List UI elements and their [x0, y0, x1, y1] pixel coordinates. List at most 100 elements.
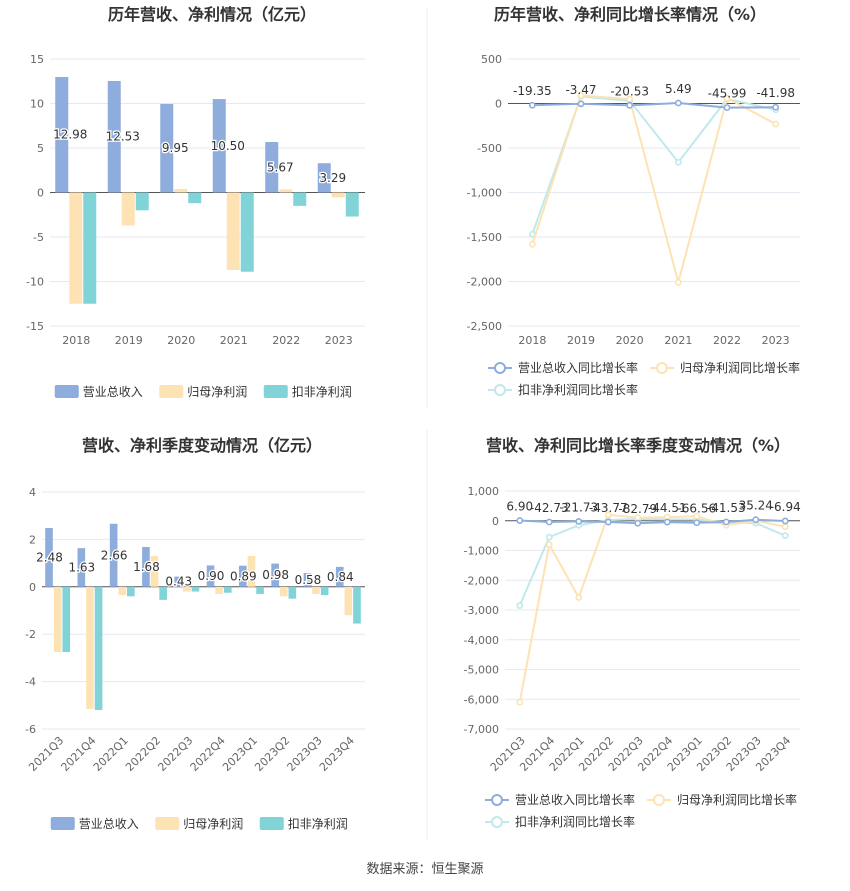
chart4-y-tick-label: 1,000	[468, 485, 500, 498]
chart4-point	[604, 511, 612, 519]
chart1-y-tick-label: -5	[33, 231, 44, 244]
chart2-y-tick-label: -500	[477, 142, 502, 155]
chart2-x-tick-label: 2020	[616, 334, 644, 347]
chart4-legend-marker	[491, 816, 503, 828]
chart2-legend-item[interactable]: 营业总收入同比增长率	[488, 360, 638, 375]
chart4-series-line	[519, 518, 786, 525]
chart3-legend-item[interactable]: 归母净利润	[155, 817, 243, 831]
chart1-legend-item[interactable]: 扣非净利润	[263, 385, 352, 399]
chart3-bar	[53, 586, 62, 652]
chart3-group: 营收、净利季度变动情况（亿元）-6-4-20242021Q32021Q42022…	[25, 436, 365, 831]
chart3-y-tick-label: -4	[25, 676, 36, 689]
chart3-x-tick-label: 2021Q4	[59, 734, 99, 774]
chart3-legend-item[interactable]: 营业总收入	[50, 817, 139, 831]
chart4-point	[693, 512, 701, 520]
chart2-y-tick-label: 0	[495, 98, 502, 111]
chart1-x-tick-label: 2023	[325, 334, 353, 347]
chart2-x-tick-label: 2019	[567, 334, 595, 347]
chart2-data-label: -45.99	[708, 87, 747, 101]
chart1-bar	[69, 192, 83, 304]
chart3-bar	[45, 528, 53, 587]
chart4-point	[693, 519, 701, 527]
chart3-bar	[206, 565, 215, 587]
chart4-legend-label: 营业总收入同比增长率	[515, 792, 635, 807]
chart3-y-tick-label: 2	[29, 533, 36, 546]
chart4-point	[575, 594, 583, 601]
chart4-point	[545, 518, 553, 526]
chart3-x-tick-label: 2023Q4	[317, 734, 357, 774]
chart4-y-tick-label: -4,000	[464, 634, 499, 647]
chart1-legend-item[interactable]: 归母净利润	[159, 385, 247, 399]
chart1-y-tick-label: 10	[30, 98, 44, 111]
chart4-point	[781, 523, 789, 531]
chart3-data-label: 0.89	[230, 569, 257, 583]
chart3-bar	[86, 586, 94, 709]
chart3-data-label: 0.43	[165, 575, 192, 589]
chart2-point	[528, 101, 536, 109]
chart1-y-tick-label: 15	[30, 53, 44, 66]
chart4-y-tick-label: -3,000	[464, 604, 499, 617]
chart4-point	[516, 602, 524, 609]
chart3-data-label: 1.68	[133, 560, 160, 574]
chart4-legend-item[interactable]: 归母净利润同比增长率	[647, 792, 797, 807]
chart4-legend-item[interactable]: 营业总收入同比增长率	[485, 792, 635, 807]
chart3-x-tick-label: 2022Q2	[123, 734, 163, 774]
chart1-legend-item[interactable]: 营业总收入	[54, 385, 143, 399]
chart3-x-tick-label: 2023Q1	[220, 734, 260, 774]
chart1-data-label: 5.67	[267, 160, 294, 174]
chart3-y-tick-label: -6	[25, 723, 36, 736]
chart3-bar	[271, 563, 279, 587]
chart4-point	[516, 517, 524, 524]
chart4-y-tick-label: -1,000	[464, 545, 499, 558]
chart2-point	[577, 92, 585, 99]
chart2-point	[528, 240, 536, 248]
chart3-bar	[312, 586, 320, 594]
chart4-point	[722, 518, 730, 526]
chart1-bar	[188, 192, 202, 204]
chart4-data-label: -41.53	[707, 501, 746, 515]
chart2-y-tick-label: -1,500	[467, 231, 502, 244]
chart4-data-label: -66.56	[677, 502, 716, 516]
chart4-data-label: 6.90	[506, 500, 533, 514]
chart1-bar	[279, 189, 293, 193]
chart1-y-tick-label: -10	[26, 276, 44, 289]
chart3-legend-item[interactable]: 扣非净利润	[259, 817, 348, 831]
chart3-data-label: 2.66	[101, 548, 128, 562]
chart3-title: 营收、净利季度变动情况（亿元）	[82, 436, 322, 455]
chart3-x-tick-label: 2022Q3	[155, 734, 195, 774]
chart3-y-tick-label: -2	[25, 628, 36, 641]
chart4-point	[752, 516, 760, 524]
chart1-x-tick-label: 2019	[115, 334, 143, 347]
chart2-point	[723, 104, 731, 111]
chart2-series-line	[532, 102, 776, 109]
chart3-x-tick-label: 2023Q2	[252, 734, 292, 774]
chart2-y-tick-label: 500	[481, 53, 502, 66]
chart3-bar	[77, 548, 86, 587]
chart3-bar	[335, 566, 344, 587]
chart4-legend-marker	[653, 794, 665, 806]
chart4-data-label: -42.73	[530, 501, 569, 515]
chart2-legend-marker	[656, 362, 668, 374]
chart1-legend-swatch	[159, 385, 184, 398]
chart1-bar	[121, 192, 135, 226]
chart3-bar	[288, 586, 297, 599]
chart4-y-tick-label: -7,000	[464, 723, 499, 736]
chart4-legend-label: 归母净利润同比增长率	[677, 792, 797, 807]
chart2-data-label: -19.35	[513, 84, 552, 98]
chart1-bar	[240, 192, 254, 272]
chart4-legend-item[interactable]: 扣非净利润同比增长率	[485, 814, 635, 829]
chart3-bar	[247, 555, 256, 587]
chart2-legend-item[interactable]: 归母净利润同比增长率	[650, 360, 800, 375]
chart2-legend-item[interactable]: 扣非净利润同比增长率	[488, 382, 638, 397]
chart3-data-label: 2.48	[36, 550, 63, 564]
chart2-point	[772, 120, 780, 128]
chart2-series-line	[531, 94, 777, 287]
chart1-data-label: 3.29	[319, 171, 346, 185]
chart3-legend-label: 归母净利润	[183, 817, 243, 831]
chart1-legend-label: 扣非净利润	[292, 385, 352, 399]
chart1-data-label: 12.53	[106, 130, 140, 144]
chart3-data-label: 1.63	[68, 560, 95, 574]
chart3-data-label: 0.98	[262, 568, 289, 582]
chart4-point	[781, 517, 789, 525]
